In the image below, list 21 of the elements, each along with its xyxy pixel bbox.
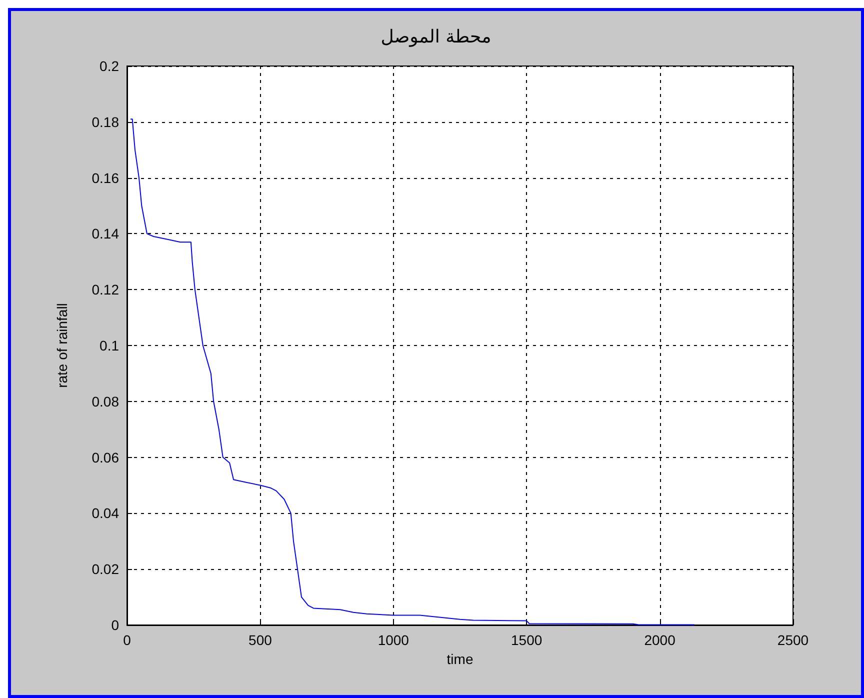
x-tick-label: 1500 <box>511 632 542 648</box>
y-tick-label: 0.1 <box>100 338 120 354</box>
y-tick-label: 0.12 <box>92 282 120 298</box>
y-tick-label: 0 <box>111 617 120 633</box>
y-tick-label: 0.02 <box>92 561 120 578</box>
x-tick-label: 1000 <box>378 632 410 648</box>
line-series <box>130 118 695 626</box>
y-tick-label: 0.18 <box>92 114 120 130</box>
y-axis-title: rate of rainfall <box>54 303 70 388</box>
x-axis-title: time <box>446 650 474 667</box>
y-tick-label: 0.2 <box>100 58 120 74</box>
y-tick-label: 0.16 <box>92 170 120 186</box>
x-tick-label: 0 <box>123 632 132 648</box>
y-tick-label: 0.04 <box>92 505 120 522</box>
x-tick-label: 2000 <box>644 632 676 648</box>
y-tick-label: 0.08 <box>92 393 120 410</box>
x-tick-label: 500 <box>248 632 272 648</box>
x-tick-label: 2500 <box>777 632 809 648</box>
chart-title: محطة الموصل <box>380 26 492 48</box>
y-tick-label: 0.06 <box>92 449 120 466</box>
y-tick-label: 0.14 <box>92 226 120 242</box>
